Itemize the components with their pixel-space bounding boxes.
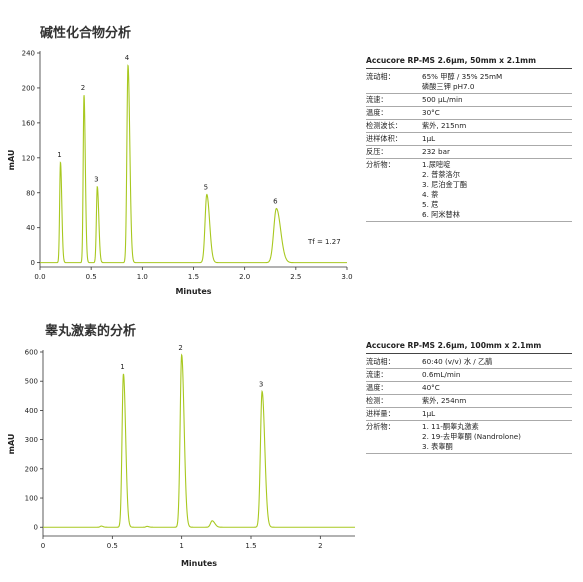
y-tick-label: 500 [25,378,38,386]
condition-value: 2. 19-去甲睾酮 (Nandrolone) [422,432,521,441]
condition-row: 检测： 紫外, 254nm [366,395,572,408]
chromatogram-trace [43,353,355,528]
y-tick-label: 300 [25,436,38,444]
x-tick-label: 2.5 [290,273,301,281]
condition-value: 1μL [422,134,436,143]
condition-row: 分析物： 1. 11-酮睾丸激素 2. 19-去甲睾酮 (Nandrolone) 3.… [366,421,572,454]
condition-value: 5. 苊 [422,200,439,209]
chart-1: 0 40 80 120 160 200 240 0.0 0.5 1.0 1.5 2.0 2.5 3.0 Mi… [7,50,353,297]
condition-row: 分析物： 1.尿嘧啶 2. 普萘洛尔 3. 尼泊金丁酯 4. 萘 5. 苊 6. 阿米替林 [366,159,572,222]
condition-value: 500 μL/min [422,95,463,104]
condition-value: 30°C [422,108,440,117]
peak-label: 1 [57,151,61,159]
y-tick-label: 240 [22,50,35,58]
y-tick-label: 0 [31,259,35,267]
condition-row: 检测波长： 紫外, 215nm [366,120,572,133]
condition-label: 反压： [366,147,388,156]
chromatogram-trace [40,64,347,264]
x-tick-label: 0.5 [107,542,118,550]
condition-value: 磷酸三钾 pH7.0 [422,82,475,91]
y-tick-label: 100 [25,495,38,503]
x-tick-label: 1.5 [188,273,199,281]
condition-row: 流动相： 65% 甲醇 / 35% 25mM 磷酸三钾 pH7.0 [366,71,572,94]
chart-2-title: 睾丸激素的分析 [45,324,137,339]
chart-1-title: 碱性化合物分析 [40,26,132,41]
peak-label: 2 [81,84,85,92]
column-heading: Accucore RP-MS 2.6μm, 100mm x 2.1mm [366,341,572,354]
condition-label: 温度： [366,108,388,117]
condition-label: 温度： [366,383,388,392]
y-axis-title: mAU [7,434,16,455]
x-tick-label: 1 [179,542,183,550]
condition-row: 反压： 232 bar [366,146,572,159]
chart-2: 0 100 200 300 400 500 600 0 0.5 1 1.5 2 Minutes mAU 1 2… [7,344,355,568]
x-tick-label: 0 [41,542,45,550]
x-tick-label: 1.5 [245,542,256,550]
condition-value: 40°C [422,383,440,392]
peak-label: 1 [120,363,124,371]
condition-label: 流速： [366,95,388,104]
y-tick-label: 40 [26,224,35,232]
condition-value: 紫外, 215nm [422,121,467,130]
y-tick-label: 80 [26,189,35,197]
condition-value: 1. 11-酮睾丸激素 [422,422,479,431]
peak-label: 3 [94,176,98,184]
condition-label: 进样体积： [366,134,402,143]
condition-value: 60:40 (v/v) 水 / 乙腈 [422,357,493,366]
x-axis-title: Minutes [181,559,217,568]
tailing-factor-annotation: Tf = 1.27 [307,238,341,246]
x-tick-label: 2.0 [239,273,250,281]
x-tick-label: 1.0 [137,273,148,281]
peak-label: 6 [273,197,278,205]
condition-label: 检测： [366,396,388,405]
condition-value: 3. 尼泊金丁酯 [422,180,468,189]
y-tick-label: 600 [25,349,38,357]
condition-row: 流速： 500 μL/min [366,94,572,107]
y-axis-title: mAU [7,150,16,171]
y-tick-label: 200 [25,465,38,473]
condition-label: 分析物： [366,422,395,431]
y-tick-label: 160 [22,119,35,127]
condition-row: 温度： 30°C [366,107,572,120]
x-tick-label: 0.5 [86,273,97,281]
condition-label: 流动相： [366,72,395,81]
condition-value: 1.尿嘧啶 [422,160,451,169]
condition-label: 分析物： [366,160,395,169]
condition-row: 进样体积： 1μL [366,133,572,146]
peak-label: 3 [259,380,263,388]
peak-label: 2 [178,344,182,352]
condition-row: 温度： 40°C [366,382,572,395]
condition-label: 流动相： [366,357,395,366]
x-tick-label: 3.0 [341,273,352,281]
x-tick-label: 2 [318,542,322,550]
condition-label: 进样量： [366,409,395,418]
y-tick-label: 400 [25,407,38,415]
condition-label: 检测波长： [366,121,402,130]
peak-label: 4 [125,54,130,62]
condition-value: 0.6mL/min [422,370,461,379]
condition-value: 6. 阿米替林 [422,210,460,219]
column-heading: Accucore RP-MS 2.6μm, 50mm x 2.1mm [366,56,572,69]
condition-value: 紫外, 254nm [422,396,467,405]
x-axis-title: Minutes [175,287,211,296]
condition-value: 1μL [422,409,436,418]
condition-value: 4. 萘 [422,190,439,199]
condition-value: 3. 表睾酮 [422,442,453,451]
chart-2-conditions: Accucore RP-MS 2.6μm, 100mm x 2.1mm 流动相： 6… [366,341,572,454]
y-tick-label: 0 [34,524,38,532]
y-tick-label: 200 [22,84,35,92]
peak-label: 5 [204,184,208,192]
condition-row: 流动相： 60:40 (v/v) 水 / 乙腈 [366,356,572,369]
condition-row: 进样量： 1μL [366,408,572,421]
x-tick-label: 0.0 [34,273,45,281]
condition-row: 流速： 0.6mL/min [366,369,572,382]
condition-value: 232 bar [422,147,450,156]
condition-value: 65% 甲醇 / 35% 25mM [422,72,503,81]
condition-value: 2. 普萘洛尔 [422,170,460,179]
y-tick-label: 120 [22,154,35,162]
condition-label: 流速： [366,370,388,379]
chart-1-conditions: Accucore RP-MS 2.6μm, 50mm x 2.1mm 流动相： 65… [366,56,572,222]
